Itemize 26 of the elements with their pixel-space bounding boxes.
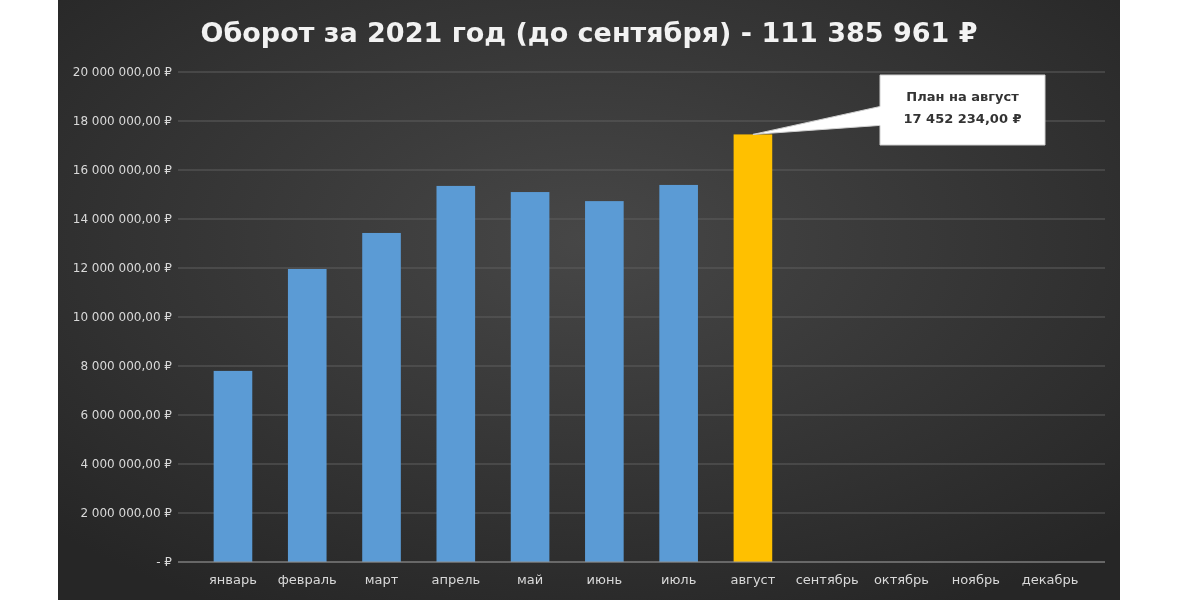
y-tick-label: 14 000 000,00 ₽ (72, 212, 173, 227)
x-tick-label: сентябрь (795, 572, 859, 587)
y-tick-label: 20 000 000,00 ₽ (72, 65, 173, 80)
chart-title: Оборот за 2021 год (до сентября) - 111 385 961 ₽ (200, 17, 978, 48)
y-tick-label: 12 000 000,00 ₽ (72, 261, 173, 276)
y-tick-label: - ₽ (156, 555, 173, 570)
y-tick-label: 4 000 000,00 ₽ (80, 457, 173, 472)
y-tick-label: 16 000 000,00 ₽ (72, 163, 173, 178)
x-tick-label: август (730, 572, 776, 587)
annotation: План на август 17 452 234,00 ₽ (903, 89, 1022, 126)
x-tick-label: март (364, 572, 399, 587)
x-tick-label: февраль (277, 572, 337, 587)
callout-box: План на август 17 452 234,00 ₽ (752, 74, 1046, 146)
x-tick-label: май (516, 572, 544, 587)
x-tick-label: октябрь (873, 572, 930, 587)
y-tick-label: 10 000 000,00 ₽ (72, 310, 173, 325)
x-tick-label: декабрь (1021, 572, 1079, 587)
x-tick-label: июнь (586, 572, 623, 587)
y-tick-label: 6 000 000,00 ₽ (80, 408, 173, 423)
x-tick-label: апрель (431, 572, 481, 587)
x-tick-label: июль (660, 572, 697, 587)
x-tick-label: ноябрь (951, 572, 1000, 587)
x-tick-label: январь (209, 572, 257, 587)
y-tick-label: 2 000 000,00 ₽ (80, 506, 173, 521)
y-tick-label: 18 000 000,00 ₽ (72, 114, 173, 129)
y-tick-label: 8 000 000,00 ₽ (80, 359, 173, 374)
